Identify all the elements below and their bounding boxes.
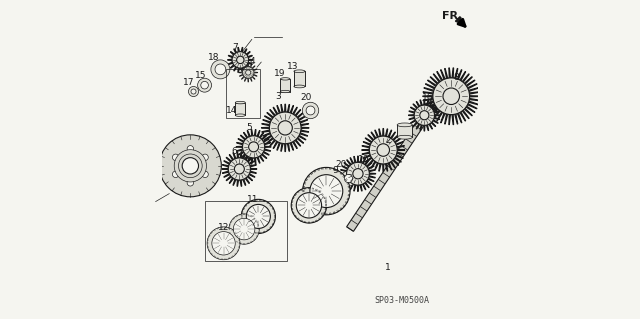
Circle shape [159,135,221,197]
Circle shape [414,105,435,125]
Circle shape [344,174,353,182]
Circle shape [310,175,343,208]
Polygon shape [423,68,480,125]
Circle shape [246,70,251,75]
Circle shape [241,199,275,234]
Bar [280,79,290,92]
Circle shape [369,136,397,164]
Text: 19: 19 [274,69,285,78]
Ellipse shape [294,70,305,73]
Polygon shape [340,156,376,191]
Bar [226,69,260,118]
Circle shape [172,171,179,178]
Bar [397,125,412,137]
Bar [236,103,245,115]
Circle shape [347,162,369,185]
Polygon shape [362,129,404,172]
Text: 3: 3 [275,92,281,101]
Text: 13: 13 [287,62,298,71]
Circle shape [237,56,244,63]
Text: 17: 17 [183,78,195,86]
Text: 12: 12 [218,223,229,232]
Text: 1: 1 [385,263,391,271]
Text: 15: 15 [195,71,206,80]
Circle shape [182,158,198,174]
Circle shape [207,227,240,260]
Text: 11: 11 [246,195,258,204]
Ellipse shape [236,114,245,116]
Ellipse shape [280,78,290,80]
Circle shape [234,164,244,174]
Text: 8: 8 [454,73,460,82]
Circle shape [191,89,196,94]
Circle shape [228,158,250,180]
Bar [205,201,287,261]
Polygon shape [262,104,309,152]
Circle shape [377,144,390,156]
Text: 14: 14 [227,106,238,115]
Polygon shape [408,100,440,131]
Circle shape [246,204,270,228]
Circle shape [341,171,356,186]
Circle shape [201,81,209,89]
Circle shape [306,106,315,115]
Ellipse shape [294,85,305,88]
Text: FR.: FR. [442,11,463,21]
Circle shape [179,154,202,178]
Circle shape [202,154,208,160]
Circle shape [303,167,350,215]
Circle shape [188,86,198,97]
Circle shape [232,52,248,68]
Circle shape [234,218,255,240]
Circle shape [215,64,226,75]
Polygon shape [228,48,253,72]
Circle shape [172,154,179,160]
Circle shape [353,169,363,179]
Ellipse shape [236,101,245,104]
Polygon shape [239,63,258,82]
Text: 20: 20 [336,160,347,169]
Text: 10: 10 [358,155,369,164]
Circle shape [211,60,230,79]
Circle shape [202,171,208,178]
Text: SP03-M0500A: SP03-M0500A [374,296,429,305]
Text: 20: 20 [300,93,312,102]
Circle shape [420,111,429,120]
Circle shape [278,121,292,135]
Circle shape [433,78,470,115]
Polygon shape [222,152,257,186]
Ellipse shape [397,123,412,127]
Text: 6: 6 [231,147,237,156]
Ellipse shape [397,135,412,139]
Circle shape [243,136,265,158]
Circle shape [187,145,193,152]
Text: 5: 5 [246,123,252,132]
Text: 9: 9 [332,166,338,175]
Text: 4: 4 [249,57,255,66]
Ellipse shape [280,90,290,93]
Circle shape [212,232,236,255]
Text: 2: 2 [386,136,392,145]
Polygon shape [347,85,449,231]
Text: 7: 7 [232,43,237,52]
Circle shape [443,88,460,105]
Circle shape [243,67,254,78]
Circle shape [296,193,321,218]
Circle shape [248,142,259,152]
Bar [294,71,305,86]
Polygon shape [236,130,271,164]
Circle shape [291,188,326,223]
Circle shape [229,214,259,244]
Text: 16: 16 [422,93,434,102]
Text: 18: 18 [208,53,220,62]
Circle shape [269,112,301,144]
Circle shape [198,78,212,92]
Circle shape [174,150,207,182]
Circle shape [302,102,319,119]
Circle shape [187,180,193,186]
